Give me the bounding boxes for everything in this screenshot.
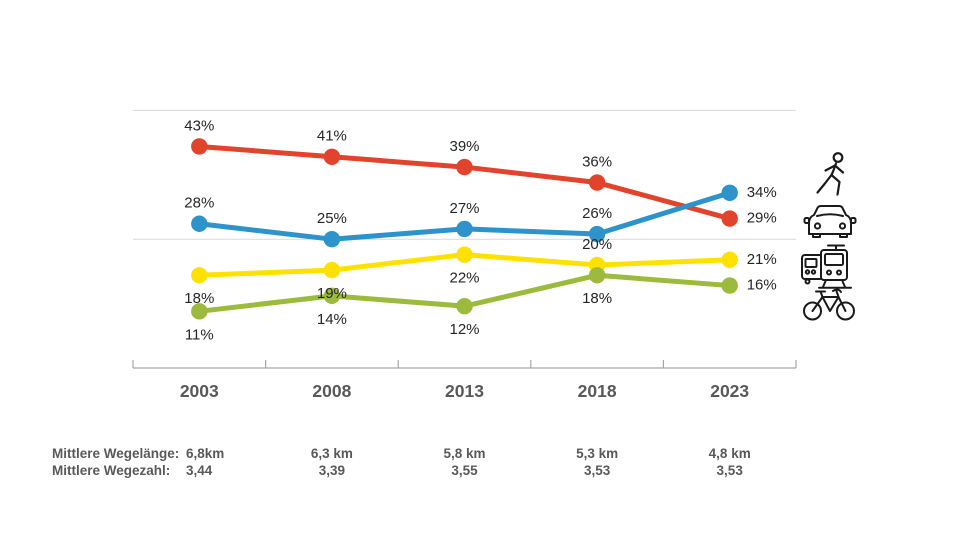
bicycle-icon — [801, 285, 857, 321]
data-label-pedestrian: 34% — [747, 184, 777, 201]
data-point-bicycle — [456, 297, 473, 315]
footer-value: 6,8km — [186, 446, 225, 461]
data-point-pedestrian — [323, 231, 341, 248]
data-label-bicycle: 18% — [582, 290, 612, 307]
footer-value: 6,3 km — [310, 446, 353, 461]
data-point-bicycle — [323, 287, 341, 305]
data-label-public-transit: 22% — [449, 270, 479, 287]
data-point-car — [323, 148, 341, 165]
data-label-car: 29% — [747, 210, 777, 227]
data-label-bicycle: 12% — [449, 321, 479, 338]
data-point-public-transit — [323, 261, 341, 279]
footer-value: 3,55 — [451, 463, 478, 478]
data-label-bicycle: 14% — [317, 311, 347, 328]
data-label-car: 39% — [449, 138, 479, 155]
footer-value: 4,8 km — [708, 446, 751, 461]
data-label-public-transit: 20% — [582, 236, 612, 253]
data-label-pedestrian: 28% — [184, 195, 214, 212]
data-label-car: 43% — [184, 117, 214, 134]
data-label-pedestrian: 26% — [582, 205, 612, 222]
data-point-bicycle — [588, 267, 606, 284]
year-label: 2013 — [445, 381, 484, 401]
data-point-pedestrian — [456, 220, 473, 238]
car-icon — [803, 203, 857, 240]
data-label-car: 36% — [582, 153, 612, 170]
year-label: 2003 — [180, 381, 219, 401]
data-point-car — [588, 174, 606, 191]
data-label-public-transit: 21% — [747, 251, 777, 268]
year-label: 2008 — [312, 381, 351, 401]
data-point-pedestrian — [721, 184, 738, 202]
data-label-pedestrian: 25% — [317, 210, 347, 227]
footer-value: 5,3 km — [576, 446, 619, 461]
data-point-car — [191, 138, 208, 155]
data-label-bicycle: 11% — [185, 326, 214, 343]
data-point-car — [721, 210, 738, 227]
footer-value: 3,53 — [583, 463, 611, 478]
data-label-bicycle: 16% — [747, 277, 777, 294]
data-label-public-transit: 18% — [184, 290, 214, 307]
data-point-public-transit — [191, 267, 208, 284]
data-label-public-transit: 19% — [317, 285, 347, 302]
data-point-bicycle — [721, 277, 738, 294]
footer-value: 5,8 km — [443, 446, 486, 461]
data-label-pedestrian: 27% — [449, 200, 479, 217]
data-point-pedestrian — [588, 225, 606, 243]
footer-row-label-wegezahl: Mittlere Wegezahl: — [52, 463, 171, 478]
year-label: 2018 — [578, 381, 617, 401]
footer-row-label-wegelaenge: Mittlere Wegelänge: — [52, 446, 180, 461]
data-point-car — [456, 158, 473, 176]
data-label-car: 41% — [317, 128, 347, 145]
public-transit-icon — [799, 243, 857, 289]
year-label: 2023 — [710, 381, 749, 401]
pedestrian-icon — [812, 151, 854, 199]
data-point-public-transit — [456, 246, 473, 263]
data-point-pedestrian — [191, 215, 208, 232]
data-point-public-transit — [721, 251, 738, 269]
data-point-bicycle — [191, 303, 208, 320]
footer-value: 3,53 — [716, 463, 743, 478]
footer-value: 3,44 — [186, 463, 213, 478]
footer-value: 3,39 — [318, 463, 346, 478]
